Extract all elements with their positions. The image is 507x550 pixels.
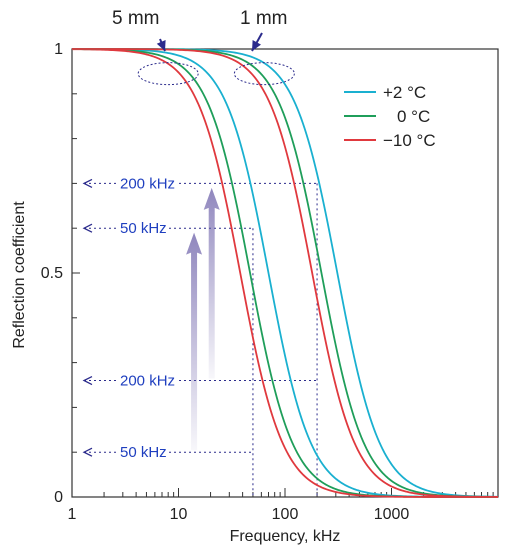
- frequency-label: 200 kHz: [120, 175, 175, 192]
- y-tick-label: 0: [54, 489, 63, 506]
- thickness-callouts: 5 mm 1 mm: [112, 8, 294, 85]
- legend-label: 0 °C: [397, 107, 430, 126]
- x-axis-ticks: 1 10 100 1000: [68, 488, 494, 523]
- frequency-label: 50 kHz: [120, 220, 167, 237]
- x-tick-label: 1000: [374, 506, 410, 523]
- thickness-label: 1 mm: [240, 8, 288, 29]
- x-tick-label: 1: [68, 506, 77, 523]
- y-tick-label: 1: [54, 41, 63, 58]
- frequency-label: 50 kHz: [120, 444, 167, 461]
- x-tick-label: 100: [272, 506, 299, 523]
- y-axis-ticks: 00.51: [41, 41, 80, 506]
- shift-arrow: [204, 188, 220, 379]
- x-axis-title: Frequency, kHz: [230, 528, 341, 545]
- shift-arrows: [186, 188, 220, 450]
- thickness-ellipse: [234, 63, 294, 85]
- x-tick-label: 10: [170, 506, 188, 523]
- frequency-labels: 200 kHz 50 kHz 200 kHz 50 kHz: [118, 173, 177, 461]
- series-line: [72, 49, 498, 497]
- y-axis-title: Reflection coefficient: [11, 201, 28, 349]
- thickness-label: 5 mm: [112, 8, 160, 29]
- frequency-label: 200 kHz: [120, 373, 175, 390]
- series-lines: [72, 49, 498, 497]
- y-tick-label: 0.5: [41, 265, 63, 282]
- legend: +2 °C 0 °C −10 °C: [344, 83, 436, 150]
- legend-label: +2 °C: [383, 83, 426, 102]
- shift-arrow: [186, 233, 202, 451]
- legend-label: −10 °C: [383, 131, 436, 150]
